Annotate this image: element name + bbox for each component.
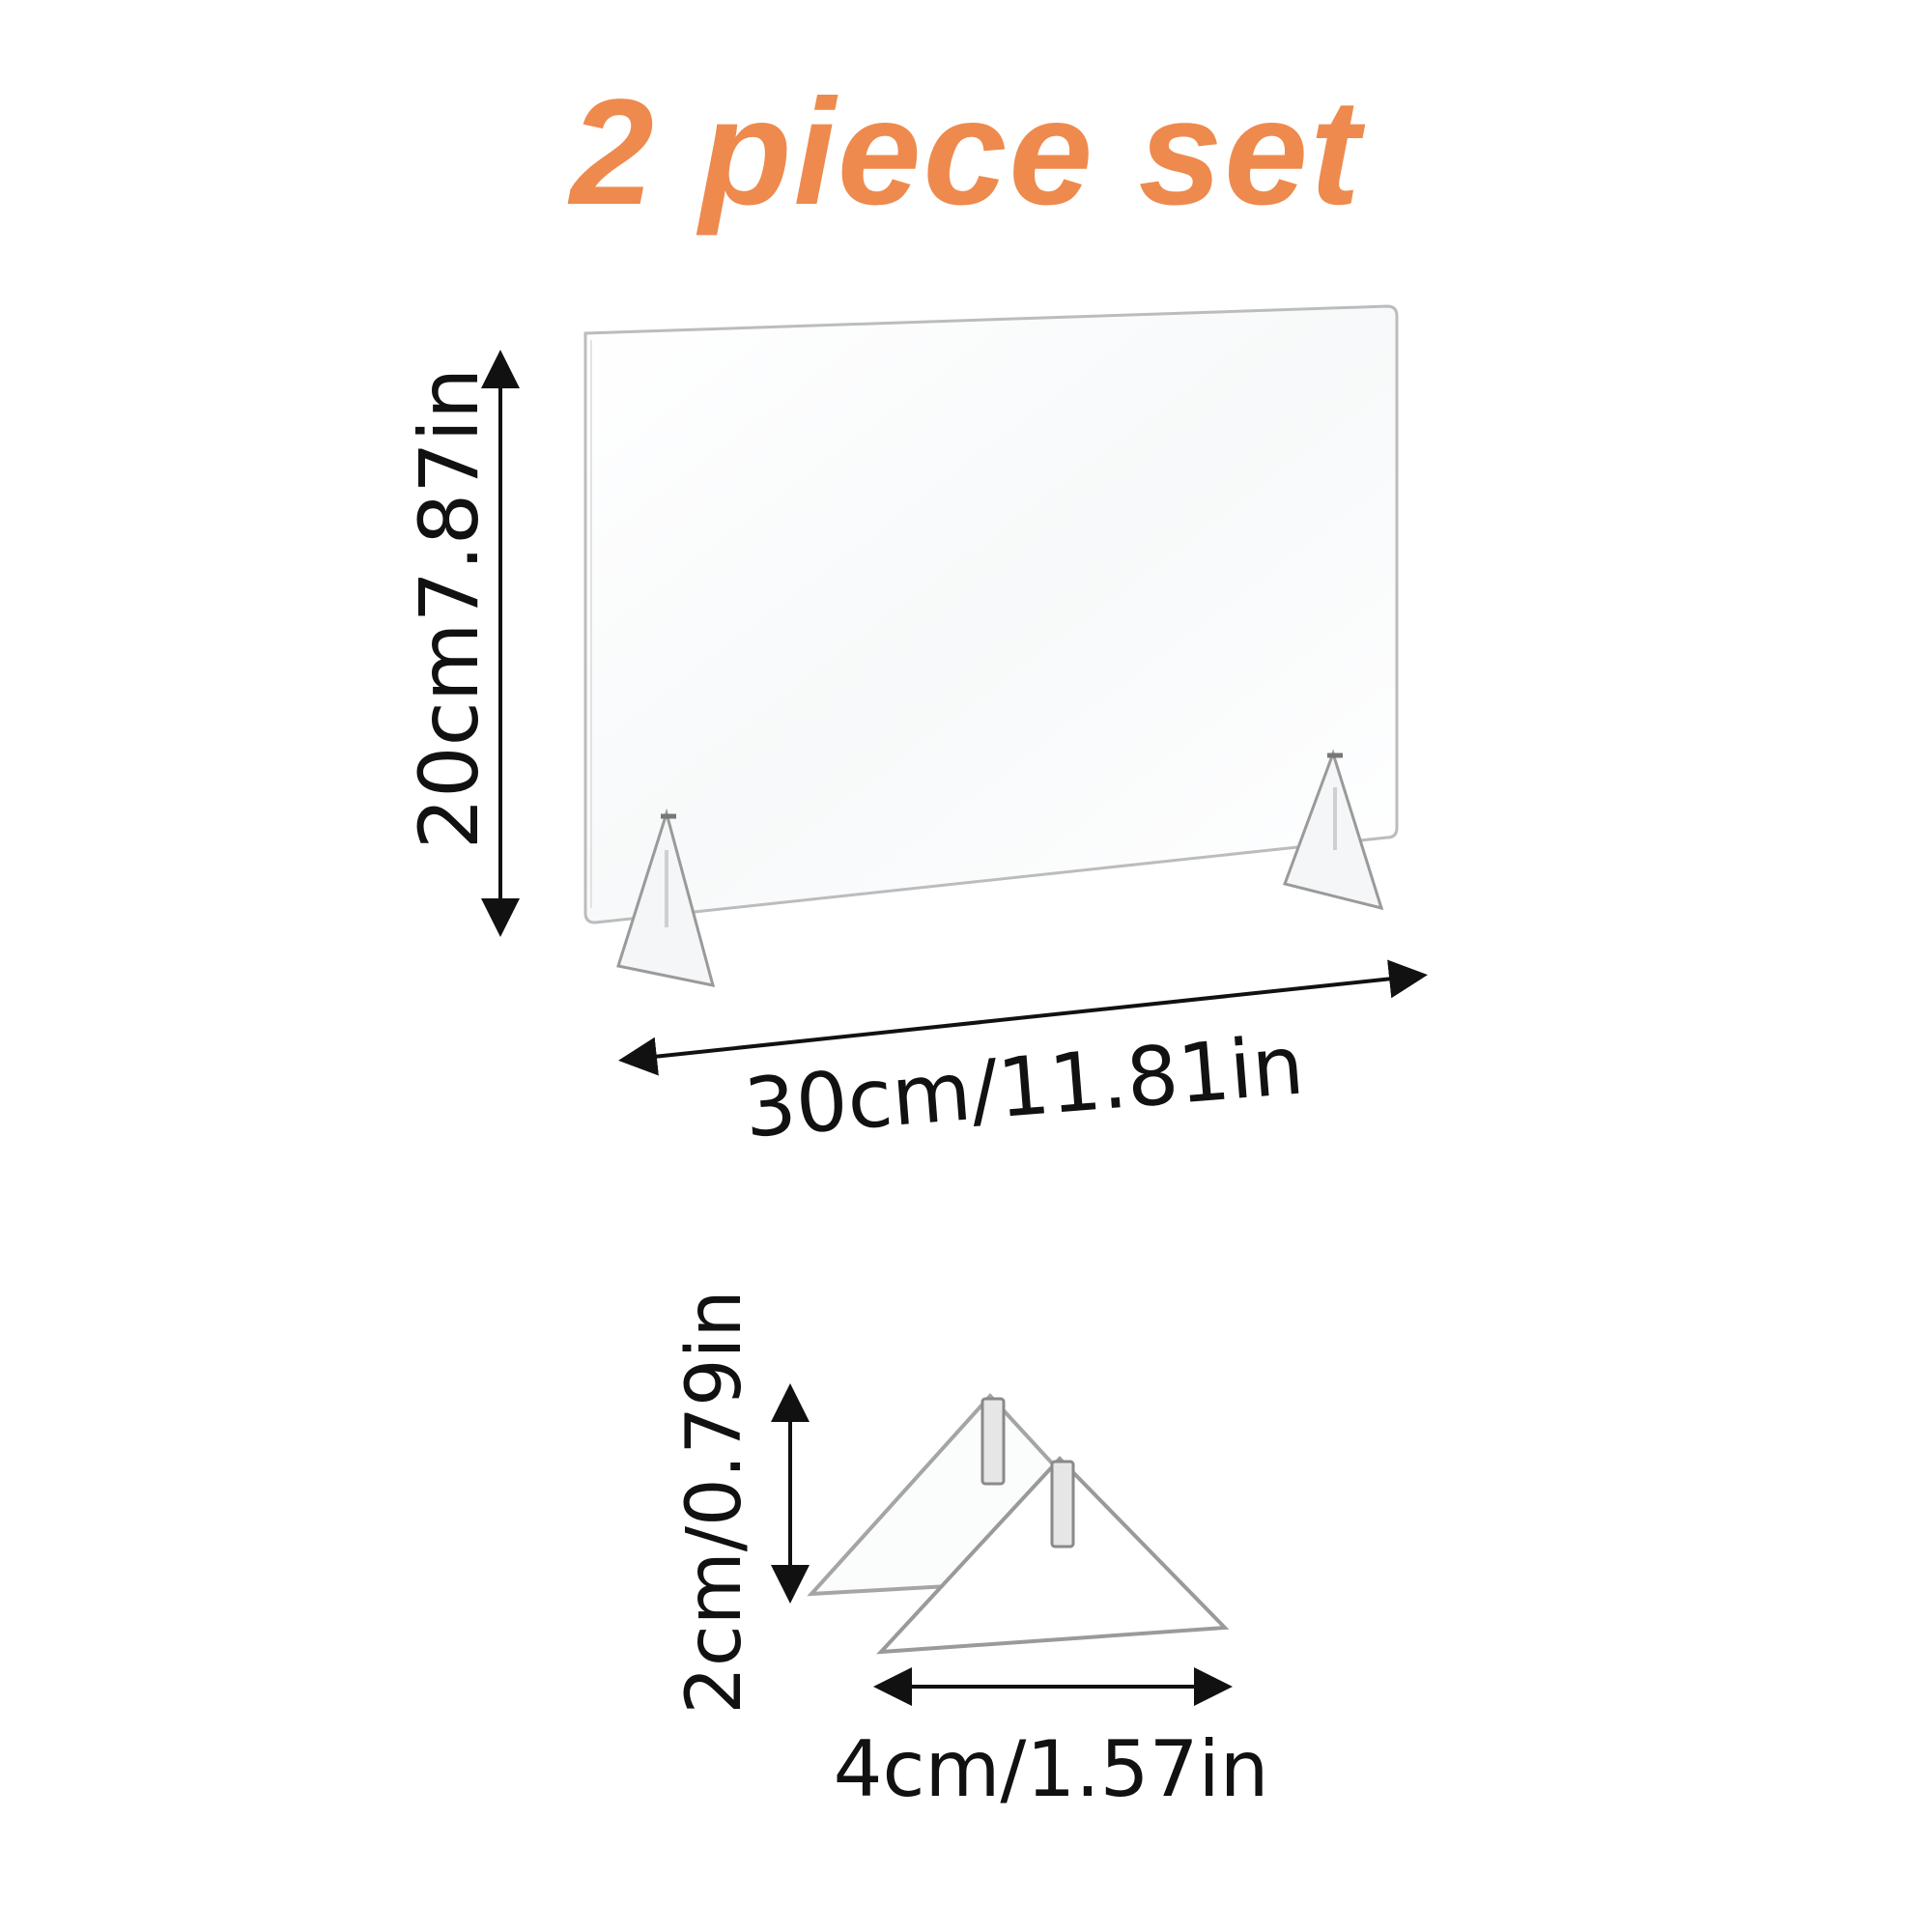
foot-detail-front bbox=[876, 1456, 1230, 1655]
acrylic-panel bbox=[583, 304, 1399, 924]
page-title: 2 piece set bbox=[570, 69, 1362, 237]
panel-height-label: 20cm7.87in bbox=[402, 367, 497, 850]
panel-right-foot-stand bbox=[1283, 749, 1384, 911]
panel-width-arrow bbox=[618, 959, 1428, 1076]
foot-width-label: 4cm/1.57in bbox=[833, 1724, 1269, 1814]
foot-height-label: 2cm/0.79in bbox=[671, 1290, 758, 1715]
